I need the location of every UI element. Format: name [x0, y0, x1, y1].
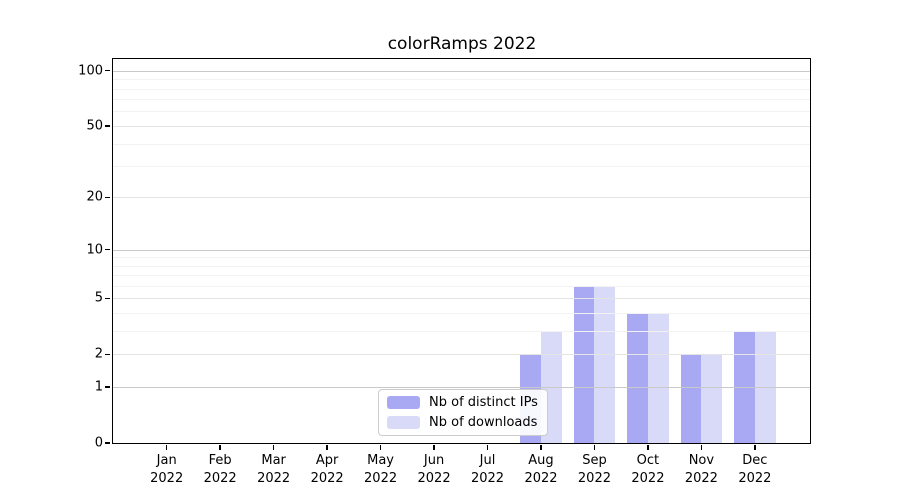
- y-gridline-decade: [113, 70, 810, 72]
- x-tick: [486, 444, 489, 450]
- y-tick-label: 1: [94, 379, 103, 395]
- bar-downloads: [594, 286, 616, 443]
- x-tick: [219, 444, 221, 450]
- bar-downloads: [754, 331, 776, 443]
- y-gridline-minor: [113, 111, 810, 113]
- chart-title: colorRamps 2022: [387, 34, 537, 54]
- x-tick-year: 2022: [684, 471, 718, 486]
- y-gridline-minor: [113, 275, 810, 277]
- x-tick-month: May: [367, 453, 395, 468]
- x-tick-month: Feb: [208, 453, 232, 468]
- y-gridline-minor: [113, 257, 810, 259]
- y-gridline-minor: [113, 166, 810, 168]
- legend: Nb of distinct IPs Nb of downloads: [378, 389, 548, 436]
- bar-distinct-ips: [734, 331, 755, 443]
- legend-label-downloads: Nb of downloads: [429, 415, 538, 430]
- x-tick: [379, 444, 382, 450]
- bar-distinct-ips: [680, 354, 702, 443]
- x-tick: [754, 444, 756, 450]
- y-tick-label: 20: [86, 189, 103, 205]
- y-gridline-major: [113, 197, 810, 199]
- x-tick-label: Apr 2022: [311, 452, 344, 488]
- y-tick-label: 5: [94, 290, 103, 306]
- y-tick: [105, 125, 110, 127]
- x-tick-year: 2022: [470, 471, 505, 486]
- x-tick-year: 2022: [738, 471, 772, 486]
- x-tick-month: Dec: [742, 453, 768, 468]
- bar-distinct-ips: [573, 286, 595, 443]
- y-gridline-minor: [113, 331, 810, 333]
- y-gridline-minor: [113, 99, 810, 101]
- x-tick-year: 2022: [524, 471, 558, 486]
- x-tick: [540, 444, 542, 450]
- x-tick: [326, 444, 328, 450]
- x-tick: [433, 444, 435, 450]
- y-gridline-major: [113, 298, 810, 300]
- y-gridline-minor: [113, 143, 810, 145]
- x-tick: [647, 444, 649, 450]
- x-tick-month: Oct: [636, 453, 660, 468]
- x-tick-label: Oct 2022: [631, 452, 664, 488]
- legend-entry-downloads: Nb of downloads: [387, 415, 538, 430]
- legend-swatch-distinct-ips: [387, 396, 420, 409]
- y-tick-label: 100: [78, 63, 103, 79]
- x-tick-year: 2022: [364, 471, 398, 486]
- x-tick-year: 2022: [150, 471, 184, 486]
- x-tick-label: Jan 2022: [150, 452, 183, 488]
- y-tick-label: 0: [94, 435, 103, 451]
- x-tick-year: 2022: [310, 471, 344, 486]
- y-tick: [105, 386, 110, 388]
- x-tick-month: Apr: [315, 453, 339, 468]
- x-tick-year: 2022: [577, 471, 611, 486]
- x-tick-label: Mar 2022: [257, 452, 290, 488]
- x-tick: [593, 444, 596, 450]
- y-gridline-minor: [113, 88, 810, 90]
- x-tick-month: Sep: [582, 453, 607, 468]
- x-tick-year: 2022: [257, 471, 291, 486]
- y-tick-label: 50: [86, 118, 103, 134]
- x-tick-label: Jun 2022: [418, 452, 451, 488]
- plot-area: Nb of distinct IPs Nb of downloads 0 1 2 5 1…: [78, 58, 811, 486]
- legend-swatch-downloads: [387, 416, 420, 429]
- x-tick-label: Sep 2022: [578, 452, 611, 488]
- x-tick-label: Dec 2022: [738, 452, 771, 488]
- y-tick-label: 2: [94, 346, 103, 362]
- bar-distinct-ips: [627, 313, 648, 443]
- y-tick: [105, 70, 110, 72]
- x-tick-month: Jan: [156, 453, 177, 468]
- y-gridline-minor: [113, 265, 810, 267]
- x-tick-label: Feb 2022: [204, 452, 237, 488]
- y-tick: [105, 196, 110, 199]
- x-tick-label: Nov 2022: [685, 452, 718, 488]
- x-tick: [700, 444, 703, 450]
- x-tick-label: Aug 2022: [524, 452, 557, 488]
- x-tick-label: May 2022: [364, 452, 397, 488]
- bar-downloads: [701, 354, 723, 443]
- x-tick-year: 2022: [417, 471, 451, 486]
- x-tick-label: Jul 2022: [471, 452, 504, 488]
- x-tick-month: Aug: [528, 453, 554, 468]
- x-tick-year: 2022: [203, 471, 237, 486]
- x-tick-month: Jun: [423, 453, 445, 468]
- legend-label-distinct-ips: Nb of distinct IPs: [429, 395, 538, 410]
- x-tick-month: Mar: [261, 453, 286, 468]
- bar-downloads: [647, 313, 669, 443]
- x-tick-year: 2022: [631, 471, 665, 486]
- y-tick: [105, 442, 110, 444]
- y-tick: [105, 248, 110, 251]
- y-gridline-minor: [113, 79, 810, 81]
- y-gridline-minor: [113, 286, 810, 288]
- legend-entry-distinct-ips: Nb of distinct IPs: [387, 395, 538, 410]
- y-tick-label: 10: [86, 242, 103, 258]
- x-tick: [166, 444, 168, 450]
- x-tick-month: Nov: [688, 453, 715, 468]
- x-tick-month: Jul: [479, 453, 496, 468]
- y-gridline-major: [113, 125, 810, 127]
- y-tick: [105, 353, 110, 356]
- y-gridline-minor: [113, 313, 810, 315]
- y-tick: [105, 297, 110, 300]
- y-gridline-decade: [113, 249, 810, 251]
- x-tick: [272, 444, 275, 450]
